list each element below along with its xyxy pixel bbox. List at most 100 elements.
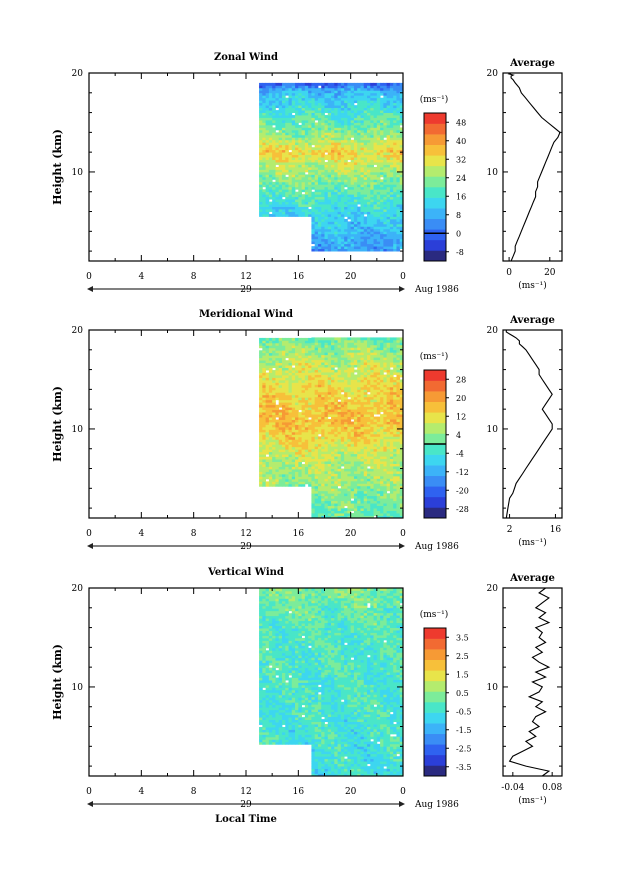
heatmap-cell [308,436,312,440]
heatmap-cell [298,372,302,376]
heatmap-cell [373,90,378,94]
heatmap-cell [314,342,319,346]
heatmap-cell [334,359,338,363]
heatmap-cell [288,82,293,86]
heatmap-cell [360,436,365,440]
heatmap-cell [360,483,365,487]
heatmap-cell [262,436,267,440]
heatmap-cell [298,412,302,415]
heatmap-cell [298,360,302,364]
heatmap-cell [337,508,342,511]
heatmap-cell [308,372,312,376]
heatmap-cell [265,375,270,378]
heatmap-cell [321,149,325,153]
heatmap-cell [298,191,302,195]
heatmap-cell [317,169,322,173]
heatmap-cell [262,211,267,215]
heatmap-cell [340,344,345,348]
heatmap-cell [340,87,345,91]
heatmap-cell [383,184,388,188]
heatmap-cell [344,152,348,156]
heatmap-cell [291,471,296,475]
colorbar-frame [423,112,447,262]
heatmap-cell [304,186,309,190]
heatmap-cell [301,404,306,408]
heatmap-cell [281,204,286,207]
heatmap-cell [311,473,316,477]
heatmap-cell [393,171,397,175]
heatmap-cell [285,459,289,462]
heatmap-cell [317,221,322,225]
heatmap-cell [360,167,365,170]
heatmap-cell [259,384,263,388]
heatmap-cell [301,100,306,104]
heatmap-cell [275,179,280,183]
heatmap-cell [295,483,299,487]
heatmap-cell [275,181,280,185]
heatmap-cell [278,464,283,467]
heatmap-cell [357,223,361,227]
heatmap-cell [340,379,345,383]
heatmap-cell [347,184,352,188]
heatmap-cell [337,209,342,212]
heatmap-cell [304,476,309,480]
heatmap-cell [308,214,312,217]
heatmap-cell [334,357,338,361]
heatmap-cell [350,347,355,351]
heatmap-cell [327,404,332,408]
heatmap-cell [311,162,316,165]
heatmap-cell [347,144,352,148]
heatmap-cell [281,181,286,185]
heatmap-cell [363,129,368,133]
heatmap-cell [331,243,335,247]
heatmap-cell [268,337,273,341]
heatmap-cell [314,337,319,341]
heatmap-cell [344,218,348,222]
heatmap-cell [350,354,355,358]
heatmap-cell [389,221,394,225]
heatmap-cell [331,483,335,487]
heatmap-cell [317,463,322,467]
heatmap-cell [317,92,322,96]
heatmap-cell [285,147,289,151]
heatmap-cell [383,82,388,86]
heatmap-cell [291,107,296,111]
heatmap-cell [272,201,276,205]
heatmap-cell [386,129,391,133]
heatmap-cell [268,110,273,113]
heatmap-cell [285,404,289,408]
profile-y-tick-label: 20 [487,69,499,79]
heatmap-cell [334,377,338,380]
heatmap-cell [350,174,355,178]
heatmap-cell [363,167,368,170]
heatmap-cell [327,211,332,215]
heatmap-cell [278,419,283,423]
heatmap-cell [301,439,306,443]
heatmap-cell [337,169,342,173]
heatmap-cell [386,218,391,222]
heatmap-cell [389,241,394,245]
heatmap-cell [291,82,296,86]
heatmap-cell [373,167,378,170]
heatmap-cell [340,167,345,170]
heatmap-cell [334,364,338,368]
heatmap-cell [340,480,345,484]
heatmap-cell [285,365,289,368]
heatmap-cell [347,147,352,151]
heatmap-cell [340,508,345,511]
heatmap-cell [285,92,289,96]
heatmap-cell [275,134,280,138]
heatmap-cell [265,181,270,185]
heatmap-cell [350,169,355,173]
heatmap-cell [367,186,371,190]
heatmap-cell [259,436,263,440]
heatmap-cell [334,505,338,509]
heatmap-cell [340,428,345,432]
heatmap-cell [285,340,289,344]
heatmap-cell [350,157,355,160]
heatmap-cell [380,191,384,195]
heatmap-cell [331,485,335,489]
heatmap-cell [360,461,365,464]
heatmap-cell [331,461,335,464]
heatmap-cell [393,196,397,200]
